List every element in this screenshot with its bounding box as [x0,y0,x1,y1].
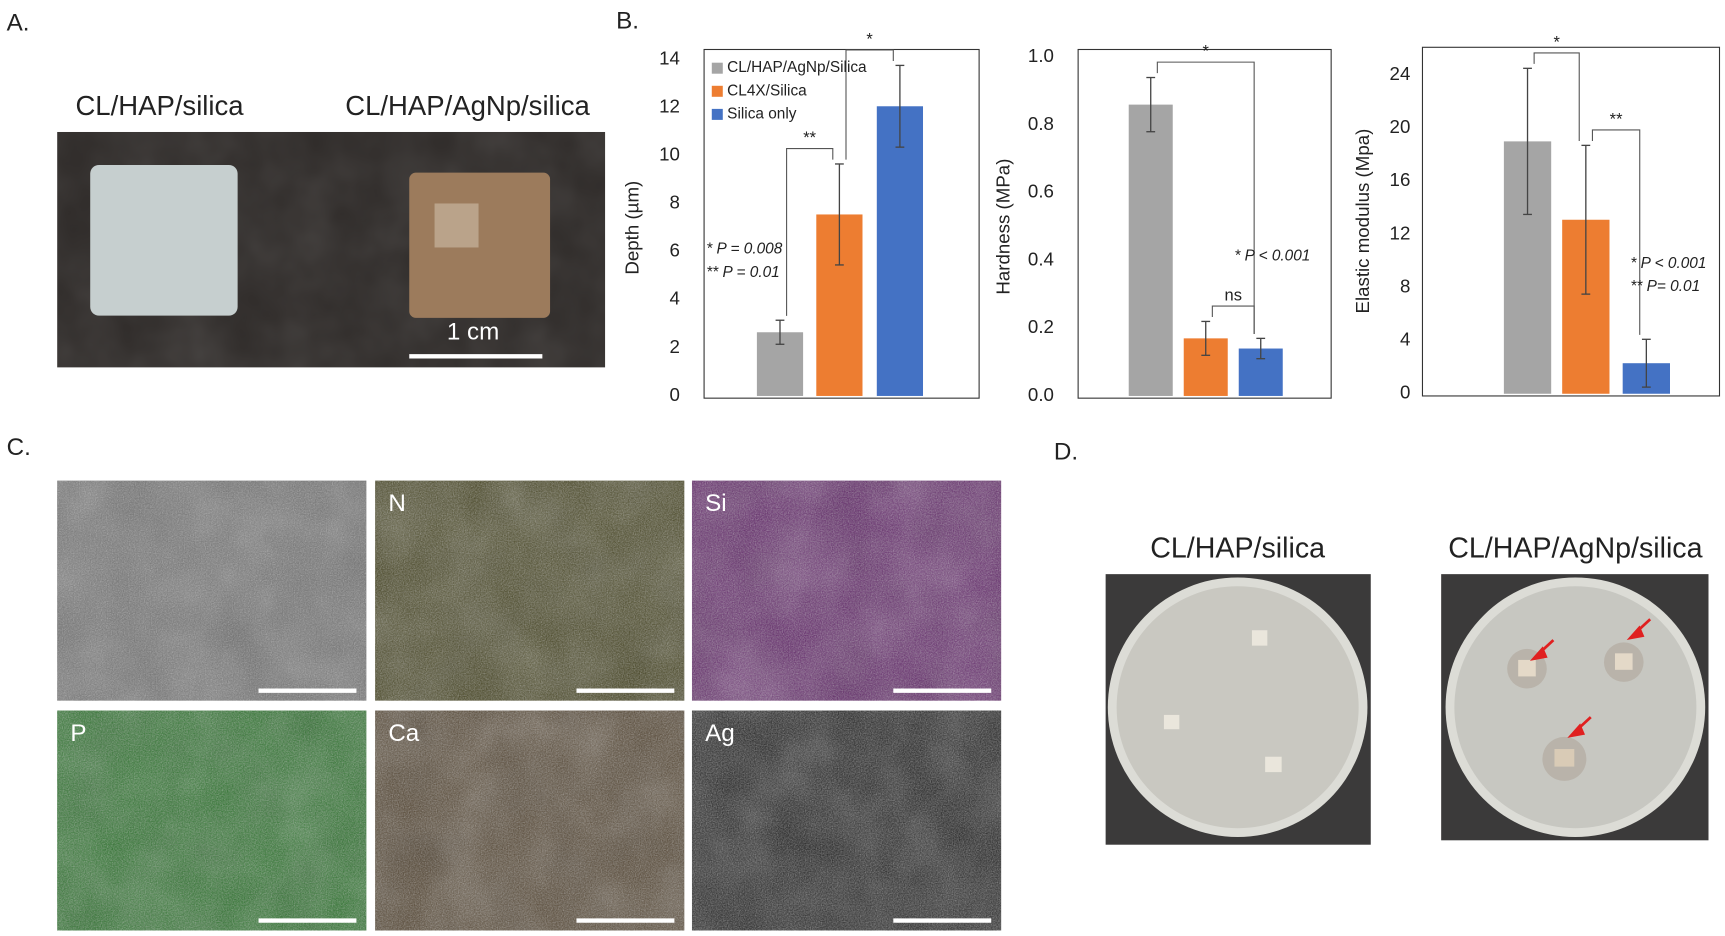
significance-bracket [1533,52,1580,141]
significance-bracket [1591,129,1641,335]
panel-label: A. [7,10,30,37]
y-tick-label: 2 [669,336,679,357]
legend-swatch [711,85,723,97]
panel-label: B. [616,7,639,34]
element-label: P [70,720,86,747]
element-label: Ca [388,720,419,747]
panel-label: D. [1054,439,1078,466]
photo-a [57,131,606,368]
y-tick-label: 4 [669,288,679,309]
y-tick-label: 6 [669,240,679,261]
panel-label: C. [7,434,31,461]
plate-label: CL/HAP/AgNp/silica [1448,533,1702,565]
y-tick-label: 8 [1400,275,1410,296]
y-tick-label: 10 [659,143,680,164]
photo-d [1105,574,1709,845]
y-tick-label: 0.0 [1028,384,1054,405]
significance-label: ns [1225,286,1242,304]
y-tick-label: 20 [1390,116,1411,137]
significance-label: * [1553,33,1560,51]
plate-label: CL/HAP/silica [1150,533,1325,565]
error-bar [834,163,844,266]
y-axis-label: Hardness (MPa) [992,159,1013,295]
y-tick-label: 0 [669,384,679,405]
legend-label: Silica only [727,105,797,122]
sample-label: CL/HAP/silica [75,90,244,121]
p-value-note: ** P = 0.01 [706,264,779,281]
y-axis-label: Depth (µm) [622,181,643,275]
y-tick-label: 24 [1390,63,1411,84]
p-value-note: * P = 0.008 [706,241,782,258]
plot-frame [703,48,980,399]
map-shade [375,480,685,701]
y-tick-label: 16 [1390,169,1411,190]
significance-bracket [786,148,834,316]
error-bar [1201,320,1211,356]
bar [1128,104,1173,396]
significance-label: * [1203,43,1210,61]
element-label: Si [705,490,727,517]
error-bar [1146,76,1156,133]
eds-maps: N Si P Ca Ag [57,480,1002,931]
p-value-note: * P < 0.001 [1630,255,1706,272]
error-bar [775,319,785,345]
y-tick-label: 8 [669,192,679,213]
element-label: N [388,490,405,517]
y-tick-label: 12 [1390,222,1411,243]
significance-bracket [1211,305,1255,334]
y-tick-label: 0.2 [1028,316,1054,337]
y-tick-label: 14 [659,47,680,68]
significance-label: ** [1610,110,1623,128]
element-label: Ag [705,720,735,747]
map-shade [375,710,685,931]
y-tick-label: 12 [659,95,680,116]
error-bar [1256,337,1266,360]
significance-bracket [845,49,894,160]
error-bar [1641,338,1651,388]
error-bar [1523,67,1532,216]
y-tick-label: 4 [1400,329,1410,350]
significance-label: ** [803,129,816,147]
y-tick-label: 0.8 [1028,113,1054,134]
y-tick-label: 0.4 [1028,248,1054,269]
map-shade [691,480,1002,701]
bar [876,106,924,396]
scale-label: 1 cm [447,319,499,346]
error-bar [1581,144,1591,295]
legend-swatch [711,108,723,120]
error-bar [895,64,905,148]
y-axis-label: Elastic modulus (Mpa) [1352,129,1373,314]
sample-label: CL/HAP/AgNp/silica [345,90,590,121]
significance-label: * [866,30,873,48]
map-shade [691,710,1002,931]
y-tick-label: 0 [1400,382,1410,403]
p-value-note: * P < 0.001 [1234,247,1310,264]
significance-bracket [1156,61,1255,334]
map-shade [57,710,367,931]
legend-label: CL/HAP/AgNp/Silica [727,59,867,76]
plot-frame [1077,48,1332,399]
y-tick-label: 1.0 [1028,45,1054,66]
plot-frame [1421,46,1721,397]
y-tick-label: 0.6 [1028,181,1054,202]
p-value-note: ** P= 0.01 [1630,278,1700,295]
legend-label: CL4X/Silica [727,82,807,99]
legend-swatch [711,62,723,74]
map-shade [57,480,367,701]
